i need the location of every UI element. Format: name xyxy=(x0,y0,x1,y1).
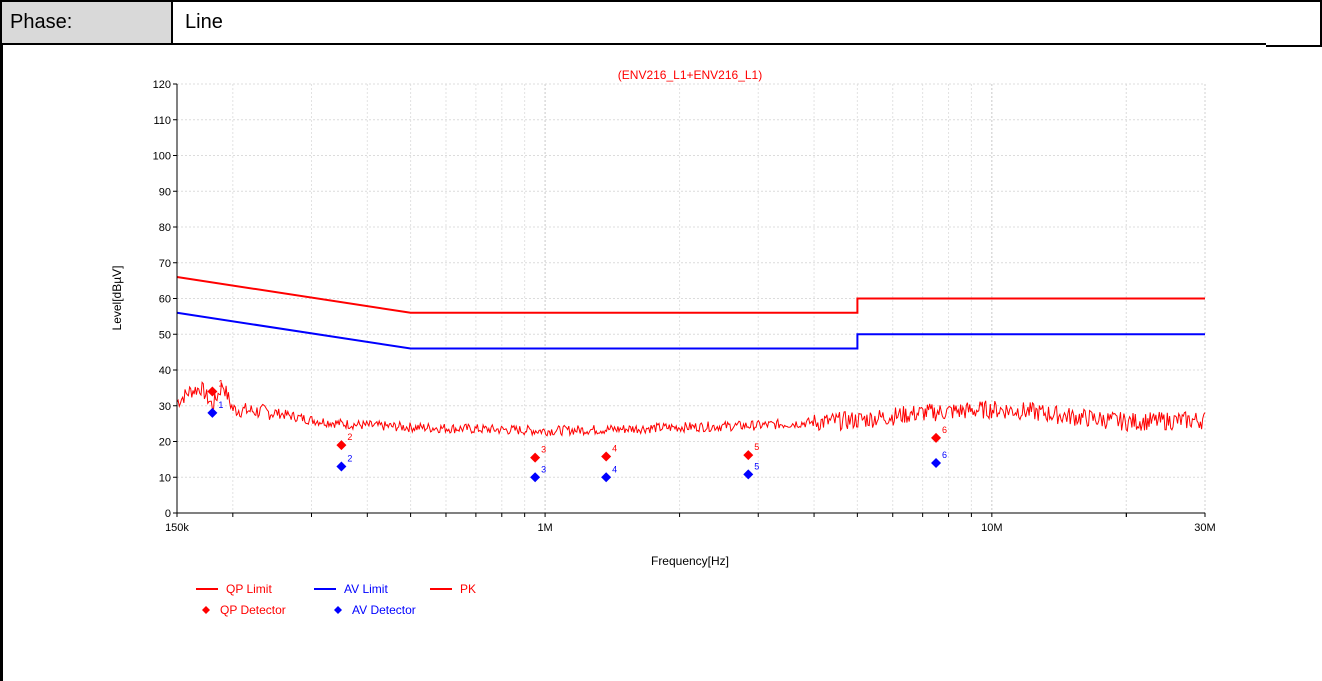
chart-title: (ENV216_L1+ENV216_L1) xyxy=(618,68,762,82)
legend-label: AV Detector xyxy=(352,603,416,617)
header-divider-right xyxy=(1266,45,1322,47)
marker-label: 4 xyxy=(612,444,617,454)
marker-label: 6 xyxy=(942,450,947,460)
chart-axes: 0 10 20 30 40 50 60 70 80 90 100 110 120 150k 1M 10M 30M xyxy=(153,79,1216,534)
y-tick-label: 60 xyxy=(159,294,171,306)
chart-series xyxy=(176,276,1206,437)
marker-av-detector xyxy=(743,469,754,480)
x-tick-label: 30M xyxy=(1194,522,1215,534)
frame-border-left xyxy=(0,0,3,681)
header-divider xyxy=(0,43,1266,45)
chart-markers: 1 2 3 4 5 6 1 2 3 4 5 6 xyxy=(207,378,947,483)
marker-qp-detector xyxy=(207,386,218,397)
chart-legend: QP Limit AV Limit PK QP Detector AV Detector xyxy=(196,582,476,617)
y-tick-label: 10 xyxy=(159,472,171,484)
marker-av-detector xyxy=(336,461,347,472)
marker-label: 5 xyxy=(754,442,759,452)
x-axis-label: Frequency[Hz] xyxy=(651,554,729,568)
y-tick-label: 110 xyxy=(153,115,171,127)
frame-border-right xyxy=(1320,0,1322,45)
series-pk xyxy=(176,381,1206,437)
y-tick-label: 40 xyxy=(159,365,171,377)
series-av-limit xyxy=(176,311,1205,350)
marker-label: 1 xyxy=(218,378,223,388)
phase-value: Line xyxy=(185,11,223,33)
marker-qp-detector xyxy=(530,452,541,463)
marker-label: 2 xyxy=(347,454,352,464)
y-tick-label: 80 xyxy=(159,222,171,234)
y-tick-label: 90 xyxy=(159,186,171,198)
y-tick-label: 30 xyxy=(159,401,171,413)
marker-label: 3 xyxy=(541,445,546,455)
legend-label: QP Detector xyxy=(220,603,286,617)
marker-av-detector xyxy=(931,457,942,468)
y-tick-label: 0 xyxy=(165,508,171,520)
x-tick-label: 1M xyxy=(537,522,552,534)
marker-qp-detector xyxy=(743,450,754,461)
marker-qp-detector xyxy=(336,440,347,451)
marker-label: 2 xyxy=(347,432,352,442)
marker-av-detector xyxy=(530,472,541,483)
legend-swatch xyxy=(334,606,342,614)
legend-label: AV Limit xyxy=(344,582,388,596)
marker-label: 4 xyxy=(612,464,617,474)
y-tick-label: 50 xyxy=(159,329,171,341)
y-tick-label: 100 xyxy=(153,151,171,163)
legend-label: QP Limit xyxy=(226,582,272,596)
frame-border-top xyxy=(0,0,1322,2)
marker-label: 1 xyxy=(218,400,223,410)
legend-swatch xyxy=(202,606,210,614)
x-tick-label: 150k xyxy=(165,522,189,534)
y-tick-label: 120 xyxy=(153,79,171,91)
marker-av-detector xyxy=(601,472,612,483)
marker-av-detector xyxy=(207,407,218,418)
y-tick-label: 70 xyxy=(159,258,171,270)
x-tick-label: 10M xyxy=(981,522,1002,534)
marker-label: 3 xyxy=(541,464,546,474)
phase-label: Phase: xyxy=(2,2,173,43)
y-axis-label: Level[dBµV] xyxy=(110,266,124,331)
chart-grid xyxy=(177,83,1206,513)
marker-qp-detector xyxy=(601,451,612,462)
marker-qp-detector xyxy=(931,432,942,443)
series-qp-limit xyxy=(176,276,1205,314)
legend-label: PK xyxy=(460,582,476,596)
marker-label: 6 xyxy=(942,425,947,435)
y-tick-label: 20 xyxy=(159,437,171,449)
marker-label: 5 xyxy=(754,461,759,471)
